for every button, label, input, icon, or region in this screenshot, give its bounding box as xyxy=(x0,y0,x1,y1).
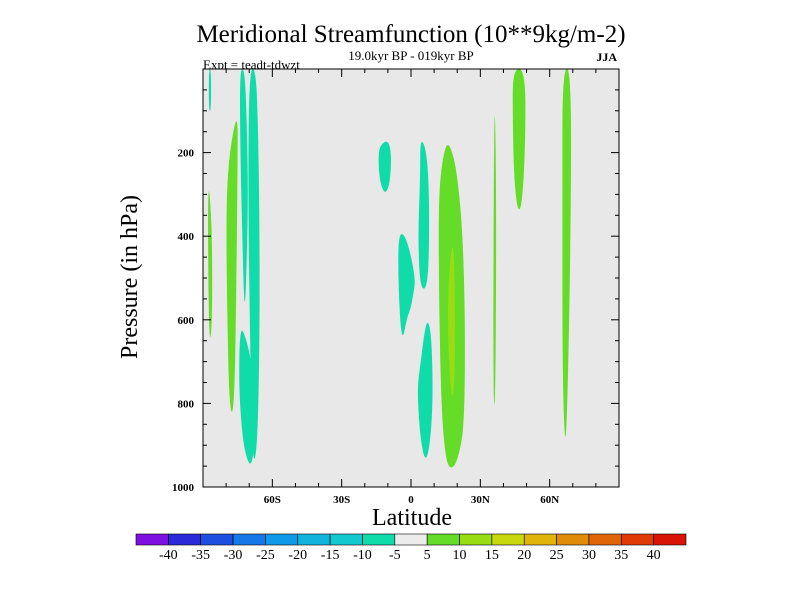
contour-layer xyxy=(208,69,572,468)
colorbar-swatch xyxy=(232,533,266,546)
y-tick-label: 1000 xyxy=(172,482,195,494)
chart-title: Meridional Streamfunction (10**9kg/m-2) xyxy=(196,21,625,48)
colorbar-swatch xyxy=(620,533,654,546)
colorbar-label: -35 xyxy=(191,548,210,563)
colorbar-swatch xyxy=(168,533,202,546)
colorbar-swatch xyxy=(588,533,622,546)
colorbar-swatch xyxy=(200,533,234,546)
colorbar-label: -40 xyxy=(159,548,178,563)
axis-ticks xyxy=(203,69,619,487)
colorbar-swatch xyxy=(459,533,493,546)
colorbar-swatch xyxy=(329,533,363,546)
x-axis-label: Latitude xyxy=(372,505,452,531)
colorbar-labels: -40 -35 -30 -25 -20 -15 -10 -5 5 10 15 20 25 30 35 40 xyxy=(159,548,661,563)
colorbar-label: 35 xyxy=(614,548,628,563)
colorbar-label: -20 xyxy=(288,548,307,563)
contour-region-10 xyxy=(226,121,238,412)
colorbar-swatch xyxy=(135,533,169,546)
contour-region-1 xyxy=(208,69,212,111)
y-axis-label: Pressure (in hPa) xyxy=(117,195,143,359)
y-tick-label: 600 xyxy=(178,315,195,327)
experiment-label: Expt = teadt-tdwzt xyxy=(203,57,300,72)
contour-region-5 xyxy=(378,141,391,192)
colorbar-swatch xyxy=(265,533,299,546)
colorbar-label: 15 xyxy=(485,548,499,563)
colorbar-swatch xyxy=(556,533,590,546)
contour-region-14 xyxy=(562,69,572,437)
contour-region-15 xyxy=(448,247,455,396)
colorbar-label: -30 xyxy=(224,548,243,563)
colorbar-label: 40 xyxy=(647,548,661,563)
contour-region-6 xyxy=(398,233,415,336)
colorbar-label: -10 xyxy=(353,548,372,563)
chart-subtitle: 19.0kyr BP - 019kyr BP xyxy=(348,48,474,63)
colorbar-label: -5 xyxy=(389,548,401,563)
x-tick-label: 30S xyxy=(333,494,350,506)
colorbar-label: -15 xyxy=(321,548,340,563)
contour-region-7 xyxy=(418,141,430,289)
colorbar-swatch xyxy=(394,533,428,546)
contour-region-13 xyxy=(512,69,526,210)
x-tick-label: 60N xyxy=(540,494,559,506)
colorbar-swatch xyxy=(653,533,687,546)
x-tick-label: 60S xyxy=(264,494,281,506)
contour-region-4 xyxy=(248,69,260,459)
contour-region-9 xyxy=(208,191,213,338)
x-tick-labels: 60S 30S 0 30N 60N xyxy=(264,494,559,506)
y-tick-labels: 200 400 600 800 1000 xyxy=(172,148,195,494)
colorbar-swatch xyxy=(426,533,460,546)
x-tick-label: 0 xyxy=(408,494,414,506)
colorbar-label: 25 xyxy=(550,548,564,563)
colorbar-swatch xyxy=(523,533,557,546)
colorbar-swatch xyxy=(362,533,396,546)
contour-region-8 xyxy=(417,322,433,458)
colorbar-label: 30 xyxy=(582,548,596,563)
y-tick-label: 800 xyxy=(178,398,195,410)
colorbar-label: 20 xyxy=(517,548,531,563)
contour-region-3 xyxy=(240,69,248,302)
y-tick-label: 400 xyxy=(178,231,195,243)
colorbar-label: 5 xyxy=(424,548,431,563)
colorbar-label: 10 xyxy=(453,548,467,563)
contour-region-2 xyxy=(239,330,256,464)
y-tick-label: 200 xyxy=(178,148,195,160)
x-tick-label: 30N xyxy=(471,494,490,506)
plot-frame xyxy=(202,68,620,488)
colorbar-label: -25 xyxy=(256,548,275,563)
contour-region-12 xyxy=(493,116,497,405)
season-label: JJA xyxy=(596,50,617,64)
colorbar xyxy=(135,533,687,546)
colorbar-swatch xyxy=(297,533,331,546)
colorbar-swatch xyxy=(491,533,525,546)
